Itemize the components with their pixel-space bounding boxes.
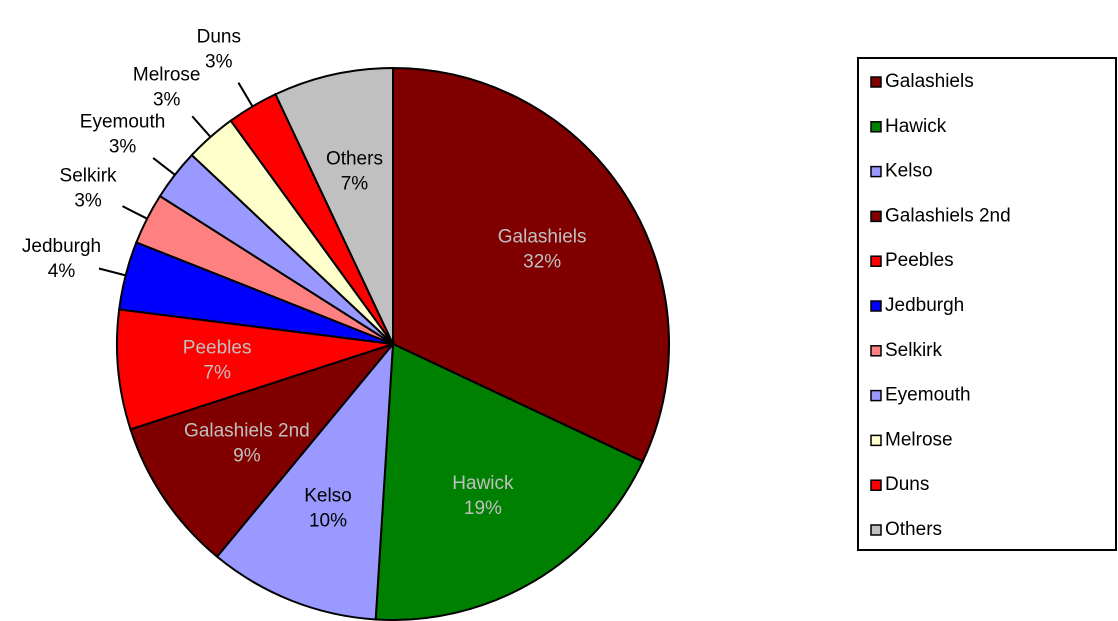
legend-label: Jedburgh bbox=[885, 295, 964, 316]
legend-label: Kelso bbox=[885, 161, 933, 182]
legend-swatch bbox=[870, 255, 882, 267]
slice-value-label: 7% bbox=[341, 174, 369, 195]
pie-slice bbox=[215, 340, 395, 621]
legend-box bbox=[857, 57, 1117, 551]
slice-value-label: 9% bbox=[233, 445, 261, 466]
pie-slice bbox=[274, 66, 394, 345]
legend-swatch bbox=[870, 345, 882, 357]
slice-label: Jedburgh bbox=[22, 236, 101, 257]
pie-slice bbox=[129, 341, 396, 559]
leader-line bbox=[98, 267, 126, 277]
pie-slice bbox=[374, 342, 645, 621]
slice-value-label: 3% bbox=[109, 136, 137, 157]
legend-label: Galashiels 2nd bbox=[885, 205, 1011, 226]
pie-slice bbox=[116, 308, 394, 431]
slice-value-label: 3% bbox=[74, 191, 102, 212]
legend-label: Hawick bbox=[885, 116, 947, 137]
leader-line bbox=[191, 115, 212, 138]
slice-label: Selkirk bbox=[60, 166, 118, 187]
pie-slice bbox=[392, 66, 670, 463]
legend-swatch bbox=[870, 210, 882, 223]
legend-swatch bbox=[870, 434, 882, 447]
slice-value-label: 3% bbox=[205, 51, 233, 72]
slice-value-label: 4% bbox=[48, 261, 76, 282]
leader-line bbox=[152, 157, 176, 176]
slice-value-label: 7% bbox=[203, 363, 231, 384]
legend-label: Galashiels bbox=[885, 71, 974, 92]
leader-line bbox=[237, 82, 254, 107]
legend-label: Peebles bbox=[885, 250, 954, 271]
legend-swatch bbox=[870, 165, 882, 178]
legend-swatch bbox=[870, 479, 882, 491]
legend-swatch bbox=[870, 121, 882, 133]
leader-line bbox=[122, 205, 148, 220]
legend-swatch bbox=[870, 300, 882, 312]
slice-label: Hawick bbox=[452, 473, 514, 494]
slice-value-label: 3% bbox=[153, 89, 181, 110]
slice-label: Melrose bbox=[133, 64, 201, 85]
legend-label: Selkirk bbox=[885, 340, 943, 361]
slice-label: Kelso bbox=[304, 485, 352, 506]
slice-label: Duns bbox=[197, 26, 241, 47]
legend-label: Eyemouth bbox=[885, 385, 971, 406]
slice-value-label: 19% bbox=[464, 498, 502, 519]
legend-label: Duns bbox=[885, 474, 929, 495]
slice-label: Peebles bbox=[183, 338, 252, 359]
slice-label: Eyemouth bbox=[80, 111, 166, 132]
slice-label: Galashiels bbox=[498, 226, 587, 247]
slice-value-label: 32% bbox=[523, 251, 561, 272]
legend-swatch bbox=[870, 389, 882, 402]
legend-label: Melrose bbox=[885, 429, 953, 450]
legend-label: Others bbox=[885, 519, 942, 540]
slice-value-label: 10% bbox=[309, 510, 347, 531]
legend-swatch bbox=[870, 76, 882, 88]
slice-label: Galashiels 2nd bbox=[184, 420, 310, 441]
slice-label: Others bbox=[326, 149, 383, 170]
legend-swatch bbox=[870, 524, 882, 536]
